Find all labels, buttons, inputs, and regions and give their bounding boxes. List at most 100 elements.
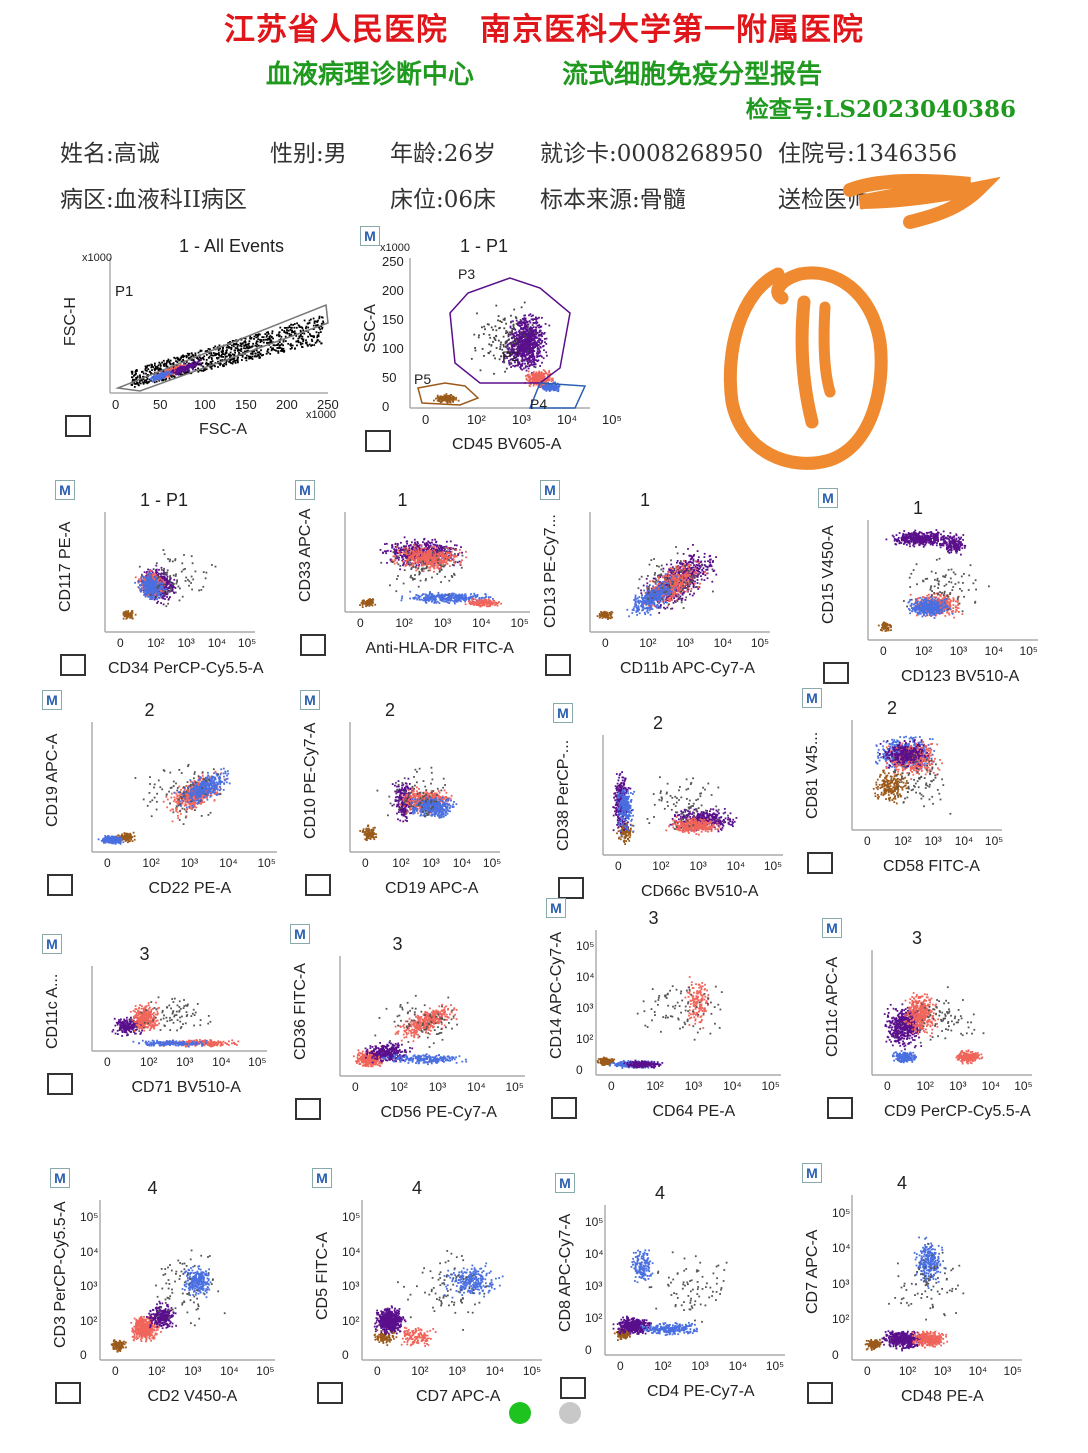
event-dot	[175, 582, 178, 585]
event-dot	[531, 351, 533, 354]
event-dot	[301, 332, 304, 335]
event-dot	[552, 389, 555, 392]
event-dot	[133, 382, 136, 385]
event-dot	[131, 380, 134, 382]
event-dot	[474, 347, 476, 349]
event-dot	[292, 331, 294, 334]
event-dot	[535, 378, 538, 380]
event-dot	[151, 364, 153, 367]
event-dot	[444, 557, 447, 560]
event-dot	[162, 581, 165, 583]
event-dot	[399, 549, 402, 552]
event-dot	[533, 379, 536, 382]
event-dot	[258, 355, 261, 358]
event-dot	[521, 358, 524, 360]
scatter-plot[interactable]	[344, 512, 530, 617]
event-dot	[165, 376, 167, 378]
event-dot	[549, 389, 552, 392]
event-dot	[405, 557, 408, 559]
event-dot	[147, 588, 149, 591]
y-tick: 50	[382, 370, 396, 385]
scatter-plot[interactable]	[104, 512, 255, 637]
event-dot	[517, 363, 520, 366]
event-dot	[428, 548, 431, 551]
gate-tool-button[interactable]	[300, 634, 326, 656]
event-dot	[554, 381, 557, 384]
scatter-plot[interactable]	[109, 258, 329, 398]
event-dot	[413, 538, 416, 541]
gate-tool-button[interactable]	[365, 430, 391, 452]
event-dot	[497, 319, 499, 322]
event-dot	[407, 555, 409, 558]
event-dot	[422, 551, 425, 553]
event-dot	[452, 396, 455, 399]
event-dot	[556, 387, 559, 390]
event-dot	[520, 347, 522, 349]
event-dot	[262, 341, 265, 344]
event-dot	[400, 541, 402, 544]
event-dot	[241, 342, 244, 345]
event-dot	[153, 572, 155, 575]
event-dot	[525, 319, 527, 322]
event-dot	[175, 373, 177, 376]
m-badge[interactable]: M	[295, 480, 315, 500]
m-badge[interactable]: M	[55, 480, 75, 500]
event-dot	[262, 336, 265, 339]
gate-tool-button[interactable]	[60, 654, 86, 676]
event-dot	[505, 332, 507, 334]
gate-tool-button[interactable]	[65, 415, 91, 437]
event-dot	[531, 329, 533, 331]
event-dot	[505, 367, 508, 370]
event-dot	[127, 611, 129, 614]
event-dot	[530, 342, 533, 345]
event-dot	[521, 347, 523, 350]
event-dot	[526, 327, 529, 329]
event-dot	[372, 598, 374, 600]
event-dot	[539, 339, 542, 342]
event-dot	[527, 338, 529, 340]
event-dot	[444, 395, 447, 397]
event-dot	[127, 610, 130, 612]
event-dot	[271, 330, 274, 333]
event-dot	[195, 362, 197, 365]
event-dot	[503, 361, 506, 364]
event-dot	[530, 318, 533, 321]
event-dot	[401, 559, 404, 562]
event-dot	[521, 364, 524, 367]
event-dot	[264, 333, 267, 335]
event-dot	[168, 377, 171, 380]
event-dot	[249, 355, 252, 358]
event-dot	[286, 331, 288, 334]
event-dot	[171, 588, 174, 591]
event-dot	[288, 326, 291, 329]
event-dot	[143, 589, 146, 592]
event-dot	[542, 369, 545, 371]
event-dot	[532, 314, 534, 317]
event-dot	[520, 334, 523, 337]
event-dot	[506, 352, 509, 354]
event-dot	[156, 577, 158, 580]
event-dot	[532, 332, 534, 335]
event-dot	[532, 326, 535, 328]
event-dot	[512, 325, 515, 327]
event-dot	[247, 355, 250, 358]
scatter-plot[interactable]	[409, 258, 590, 413]
event-dot	[452, 547, 455, 550]
event-dot	[169, 576, 171, 579]
event-dot	[158, 379, 161, 382]
event-dot	[222, 356, 225, 358]
event-dot	[154, 368, 156, 371]
event-dot	[193, 366, 196, 369]
event-dot	[184, 369, 187, 372]
event-dot	[524, 348, 527, 351]
event-dot	[229, 354, 232, 357]
event-dot	[174, 559, 177, 562]
event-dot	[520, 336, 523, 338]
event-dot	[152, 583, 155, 585]
m-badge[interactable]: M	[360, 226, 380, 246]
event-dot	[153, 580, 155, 583]
event-dot	[305, 327, 307, 329]
event-dot	[152, 378, 155, 381]
event-dot	[221, 349, 224, 351]
event-dot	[502, 318, 505, 321]
